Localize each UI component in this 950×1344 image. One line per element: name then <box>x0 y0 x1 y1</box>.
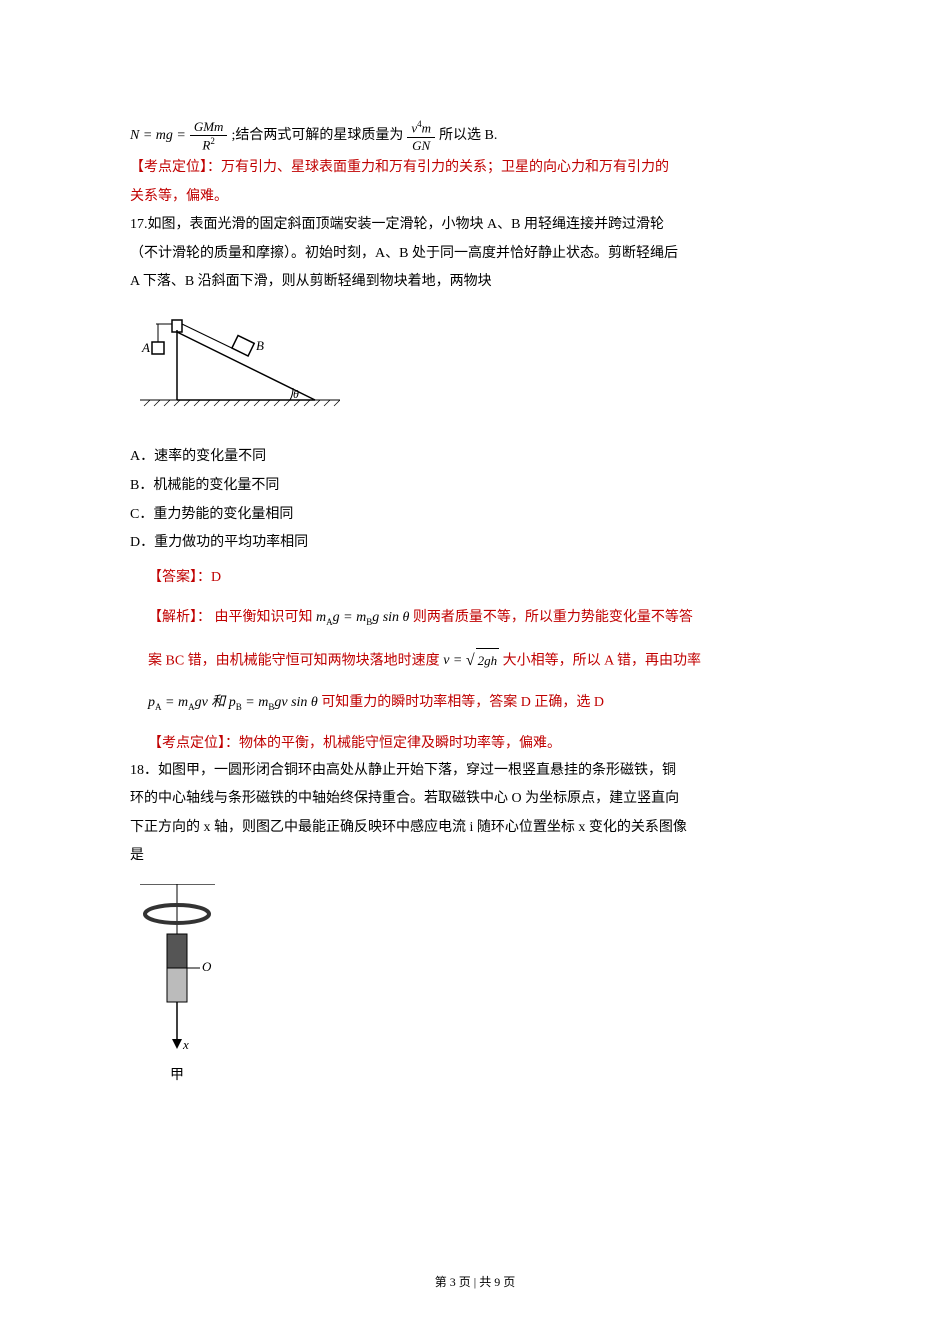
option-c: C．重力势能的变化量相同 <box>130 502 820 529</box>
eq-text1: ;结合两式可解的星球质量为 <box>231 123 403 150</box>
q18-line1: 18．如图甲，一圆形闭合铜环由高处从静止开始下落，穿过一根竖直悬挂的条形磁铁，铜 <box>130 758 820 785</box>
eq-text2: 所以选 B. <box>439 123 497 150</box>
svg-text:O: O <box>202 959 212 974</box>
q17-line2: （不计滑轮的质量和摩擦）。初始时刻，A、B 处于同一高度并恰好静止状态。剪断轻绳… <box>130 241 820 268</box>
exp17-formula-1: mAg = mBg sin θ <box>316 610 409 625</box>
answer-17: 【答案】：D <box>148 565 820 592</box>
q17-line3: A 下落、B 沿斜面下滑，则从剪断轻绳到物块着地，两物块 <box>130 269 820 296</box>
page-footer: 第 3 页 | 共 9 页 <box>130 1271 820 1294</box>
kaodian-1b: 关系等，偏难。 <box>130 184 820 211</box>
q18-line4: 是 <box>130 843 820 870</box>
figure-magnet: O x 甲 <box>140 884 820 1095</box>
svg-text:B: B <box>256 338 264 353</box>
eq-left: N = mg = <box>130 123 186 150</box>
exp17-l1: 【解析】： 由平衡知识可知 mAg = mBg sin θ 则两者质量不等，所以… <box>148 605 820 632</box>
svg-text:x: x <box>182 1037 189 1052</box>
frac-2: v4m GN <box>407 120 435 153</box>
q17-line1: 17.如图，表面光滑的固定斜面顶端安装一定滑轮，小物块 A、B 用轻绳连接并跨过… <box>130 212 820 239</box>
q18-line3: 下正方向的 x 轴，则图乙中最能正确反映环中感应电流 i 随环心位置坐标 x 变… <box>130 815 820 842</box>
equation-line-top: N = mg = GMm R2 ;结合两式可解的星球质量为 v4m GN 所以选… <box>130 120 820 153</box>
kaodian-1a: 【考点定位】：万有引力、星球表面重力和万有引力的关系；卫星的向心力和万有引力的 <box>130 155 820 182</box>
option-a: A．速率的变化量不同 <box>130 444 820 471</box>
answer-block-17: 【答案】：D 【解析】： 由平衡知识可知 mAg = mBg sin θ 则两者… <box>130 565 820 758</box>
option-b: B．机械能的变化量不同 <box>130 473 820 500</box>
exp17-l3: pA = mAgv 和 pB = mBgv sin θ 可知重力的瞬时功率相等，… <box>148 690 820 717</box>
figure-incline: A B θ <box>140 310 820 431</box>
exp17-formula-3: pA = mAgv 和 pB = mBgv sin θ <box>148 695 318 710</box>
exp17-formula-2: v = √2gh <box>443 653 502 668</box>
svg-text:A: A <box>141 340 150 355</box>
document-page: N = mg = GMm R2 ;结合两式可解的星球质量为 v4m GN 所以选… <box>0 0 950 1344</box>
frac-1: GMm R2 <box>190 120 228 153</box>
svg-text:θ: θ <box>293 387 299 401</box>
option-d: D．重力做功的平均功率相同 <box>130 530 820 557</box>
exp17-l2: 案 BC 错，由机械能守恒可知两物块落地时速度 v = √2gh 大小相等，所以… <box>148 646 820 676</box>
q18-line2: 环的中心轴线与条形磁铁的中轴始终保持重合。若取磁铁中心 O 为坐标原点，建立竖直… <box>130 786 820 813</box>
kaodian-17: 【考点定位】：物体的平衡，机械能守恒定律及瞬时功率等，偏难。 <box>148 731 820 758</box>
svg-text:甲: 甲 <box>170 1068 184 1083</box>
